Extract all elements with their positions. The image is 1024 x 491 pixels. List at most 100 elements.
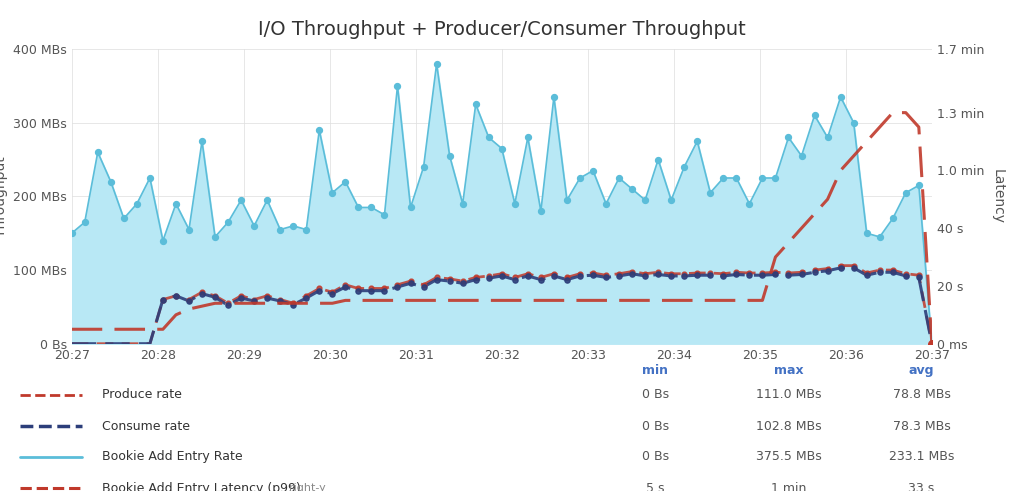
Point: [285, 222, 301, 230]
Point: [559, 196, 575, 204]
Text: 78.3 MBs: 78.3 MBs: [893, 420, 950, 433]
Point: [715, 272, 731, 280]
Point: [676, 272, 692, 280]
Point: [637, 196, 653, 204]
Point: [559, 273, 575, 281]
Point: [325, 288, 341, 296]
Point: [650, 271, 667, 278]
Text: 233.1 MBs: 233.1 MBs: [889, 450, 954, 463]
Point: [519, 134, 536, 141]
Point: [663, 270, 679, 278]
Point: [885, 266, 901, 274]
Point: [325, 290, 341, 298]
Point: [546, 93, 562, 101]
Point: [806, 266, 822, 274]
Point: [611, 174, 628, 182]
Text: 111.0 MBs: 111.0 MBs: [756, 388, 821, 401]
Point: [910, 272, 927, 279]
Point: [181, 226, 198, 234]
Point: [598, 272, 614, 279]
Point: [858, 272, 874, 279]
Point: [232, 196, 249, 204]
Point: [337, 281, 353, 289]
Point: [598, 273, 614, 281]
Point: [676, 270, 692, 278]
Point: [298, 294, 314, 302]
Point: [585, 269, 601, 277]
Point: [846, 262, 862, 270]
Point: [571, 174, 588, 182]
Point: [924, 340, 940, 348]
Point: [455, 200, 471, 208]
Point: [350, 285, 367, 293]
Point: [715, 174, 731, 182]
Point: [598, 200, 614, 208]
Point: [728, 174, 744, 182]
Point: [468, 273, 484, 281]
Point: [507, 200, 523, 208]
Point: [755, 269, 771, 277]
Point: [571, 272, 588, 280]
Text: Produce rate: Produce rate: [102, 388, 182, 401]
Point: [376, 287, 392, 295]
Point: [155, 237, 171, 245]
Point: [702, 269, 719, 277]
Point: [532, 273, 549, 281]
Point: [780, 272, 797, 279]
Point: [571, 270, 588, 278]
Point: [585, 167, 601, 175]
Point: [858, 229, 874, 237]
Point: [141, 174, 158, 182]
Point: [519, 270, 536, 278]
Text: min: min: [642, 363, 669, 377]
Text: 102.8 MBs: 102.8 MBs: [756, 420, 821, 433]
Point: [898, 189, 914, 197]
Point: [898, 272, 914, 280]
Point: [441, 152, 458, 160]
Point: [910, 182, 927, 190]
Point: [116, 215, 132, 222]
Point: [259, 292, 275, 300]
Point: [285, 300, 301, 307]
Point: [298, 292, 314, 300]
Point: [246, 296, 262, 303]
Point: [102, 178, 119, 186]
Point: [910, 273, 927, 281]
Point: [846, 119, 862, 127]
Point: [416, 281, 432, 289]
Point: [794, 271, 810, 278]
Point: [728, 269, 744, 276]
Point: [819, 267, 836, 275]
Text: 0 Bs: 0 Bs: [642, 450, 669, 463]
Point: [494, 272, 510, 280]
Point: [741, 269, 758, 277]
Point: [650, 156, 667, 164]
Point: [168, 200, 184, 208]
Point: [194, 137, 210, 145]
Point: [468, 101, 484, 109]
Point: [741, 272, 758, 279]
Point: [246, 222, 262, 230]
Point: [428, 60, 444, 68]
Point: [637, 270, 653, 278]
Point: [780, 134, 797, 141]
Point: [715, 270, 731, 278]
Point: [924, 340, 940, 348]
Point: [494, 270, 510, 278]
Text: 78.8 MBs: 78.8 MBs: [893, 388, 950, 401]
Point: [232, 292, 249, 300]
Text: 0 Bs: 0 Bs: [642, 388, 669, 401]
Point: [767, 271, 783, 278]
Point: [194, 288, 210, 296]
Point: [689, 137, 706, 145]
Point: [337, 283, 353, 291]
Point: [259, 196, 275, 204]
Point: [507, 273, 523, 281]
Text: 5 s: 5 s: [646, 482, 665, 491]
Point: [624, 270, 640, 278]
Point: [350, 204, 367, 212]
Point: [259, 294, 275, 302]
Point: [181, 296, 198, 303]
Point: [402, 277, 419, 285]
Point: [468, 276, 484, 284]
